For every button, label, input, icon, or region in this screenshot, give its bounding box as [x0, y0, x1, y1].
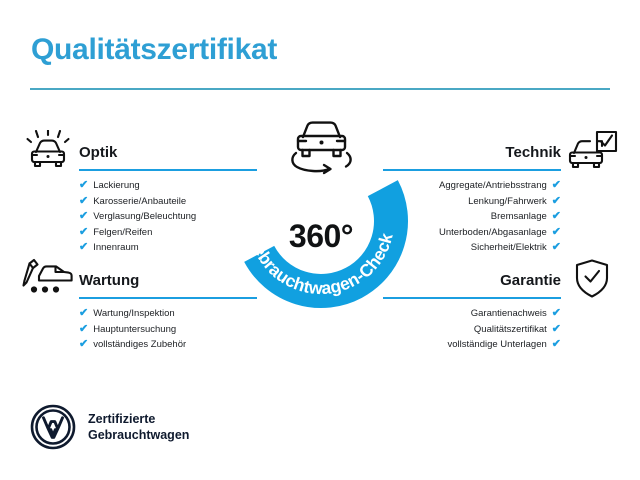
- vw-logo-icon: [30, 404, 76, 450]
- section-underline-garantie: [383, 297, 561, 299]
- section-underline-optik: [79, 169, 257, 171]
- pen-car-checklist-icon: [22, 258, 74, 300]
- list-item: Bremsanlage ✔: [403, 209, 618, 225]
- car-shine-icon: [22, 130, 74, 172]
- section-wartung: Wartung ✔ Wartung/Inspektion ✔ Hauptunters…: [22, 258, 257, 353]
- check-icon: ✔: [79, 210, 89, 223]
- check-icon: ✔: [79, 338, 89, 351]
- section-underline-wartung: [79, 297, 257, 299]
- 360-check-badge: Gebrauchtwagen-Check 360°: [228, 121, 414, 314]
- list-item: ✔ vollständiges Zubehör: [22, 337, 237, 353]
- checklist-technik: Aggregate/Antriebsstrang ✔ Lenkung/Fahrwe…: [403, 178, 618, 256]
- list-item-label: Sicherheit/Elektrik: [470, 242, 547, 253]
- section-header-technik: Technik: [383, 130, 618, 172]
- check-icon: ✔: [551, 307, 561, 320]
- section-title-wartung: Wartung: [79, 272, 140, 289]
- list-item-label: Innenraum: [93, 242, 139, 253]
- section-title-garantie: Garantie: [500, 272, 561, 289]
- list-item: Garantienachweis ✔: [403, 306, 618, 322]
- footer-line-1: Zertifizierte: [88, 412, 156, 426]
- footer-brand: Zertifizierte Gebrauchtwagen: [30, 404, 189, 450]
- section-header-wartung: Wartung: [22, 258, 257, 300]
- section-garantie: Garantie Garantienachweis ✔ Qualitätszert…: [383, 258, 618, 353]
- car-checkbox-icon: [566, 130, 618, 172]
- check-icon: ✔: [551, 194, 561, 207]
- list-item-label: Karosserie/Anbauteile: [93, 195, 187, 207]
- badge-value: 360°: [288, 218, 354, 254]
- check-icon: ✔: [551, 322, 561, 335]
- check-icon: ✔: [79, 322, 89, 335]
- list-item: Aggregate/Antriebsstrang ✔: [403, 178, 618, 194]
- checklist-optik: ✔ Lackierung ✔ Karosserie/Anbauteile ✔ Verg…: [22, 178, 237, 256]
- check-icon: ✔: [551, 338, 561, 351]
- list-item: ✔ Hauptuntersuchung: [22, 322, 237, 338]
- check-icon: ✔: [551, 210, 561, 223]
- list-item-label: Qualitätszertifikat: [473, 323, 547, 335]
- section-header-optik: Optik: [22, 130, 257, 172]
- list-item-label: Wartung/Inspektion: [93, 308, 175, 319]
- list-item-label: Lenkung/Fahrwerk: [468, 195, 547, 207]
- list-item-label: Verglasung/Beleuchtung: [93, 211, 197, 222]
- footer-line-2: Gebrauchtwagen: [88, 428, 190, 442]
- section-technik: Technik Aggregate/Antriebsstrang ✔ Lenkun…: [383, 130, 618, 256]
- page-title: Qualitätszertifikat: [31, 33, 278, 66]
- check-icon: ✔: [79, 194, 89, 207]
- list-item-label: Lackierung: [93, 180, 140, 191]
- list-item: Unterboden/Abgasanlage ✔: [403, 225, 618, 241]
- check-icon: ✔: [79, 307, 89, 320]
- check-icon: ✔: [551, 225, 561, 238]
- list-item: Sicherheit/Elektrik ✔: [403, 240, 618, 256]
- check-icon: ✔: [551, 241, 561, 254]
- list-item: ✔ Felgen/Reifen: [22, 225, 237, 241]
- list-item-label: Aggregate/Antriebsstrang: [439, 180, 547, 191]
- section-title-optik: Optik: [79, 144, 118, 161]
- check-icon: ✔: [79, 241, 89, 254]
- list-item-label: Felgen/Reifen: [93, 226, 153, 238]
- checklist-wartung: ✔ Wartung/Inspektion ✔ Hauptuntersuchung ✔…: [22, 306, 237, 353]
- list-item: ✔ Verglasung/Beleuchtung: [22, 209, 237, 225]
- section-optik: Optik ✔ Lackierung ✔ Karosserie/Anbauteile…: [22, 130, 257, 256]
- footer-text: Zertifizierte Gebrauchtwagen: [88, 411, 189, 443]
- list-item: ✔ Lackierung: [22, 178, 237, 194]
- list-item: ✔ Innenraum: [22, 240, 237, 256]
- checklist-garantie: Garantienachweis ✔ Qualitätszertifikat ✔ v…: [403, 306, 618, 353]
- car-rotate-icon: [279, 115, 364, 177]
- section-title-technik: Technik: [505, 144, 561, 161]
- list-item: vollständige Unterlagen ✔: [403, 337, 618, 353]
- list-item-label: vollständiges Zubehör: [93, 339, 187, 350]
- title-divider: [30, 88, 610, 90]
- check-icon: ✔: [551, 179, 561, 192]
- list-item-label: Unterboden/Abgasanlage: [439, 226, 547, 238]
- list-item-label: Hauptuntersuchung: [93, 323, 177, 335]
- list-item: ✔ Wartung/Inspektion: [22, 306, 237, 322]
- check-icon: ✔: [79, 179, 89, 192]
- list-item: Qualitätszertifikat ✔: [403, 322, 618, 338]
- list-item: Lenkung/Fahrwerk ✔: [403, 194, 618, 210]
- check-icon: ✔: [79, 225, 89, 238]
- section-underline-technik: [383, 169, 561, 171]
- list-item-label: Garantienachweis: [470, 308, 547, 319]
- section-header-garantie: Garantie: [383, 258, 618, 300]
- list-item-label: Bremsanlage: [490, 211, 547, 222]
- list-item-label: vollständige Unterlagen: [447, 339, 547, 350]
- list-item: ✔ Karosserie/Anbauteile: [22, 194, 237, 210]
- shield-check-icon: [566, 258, 618, 300]
